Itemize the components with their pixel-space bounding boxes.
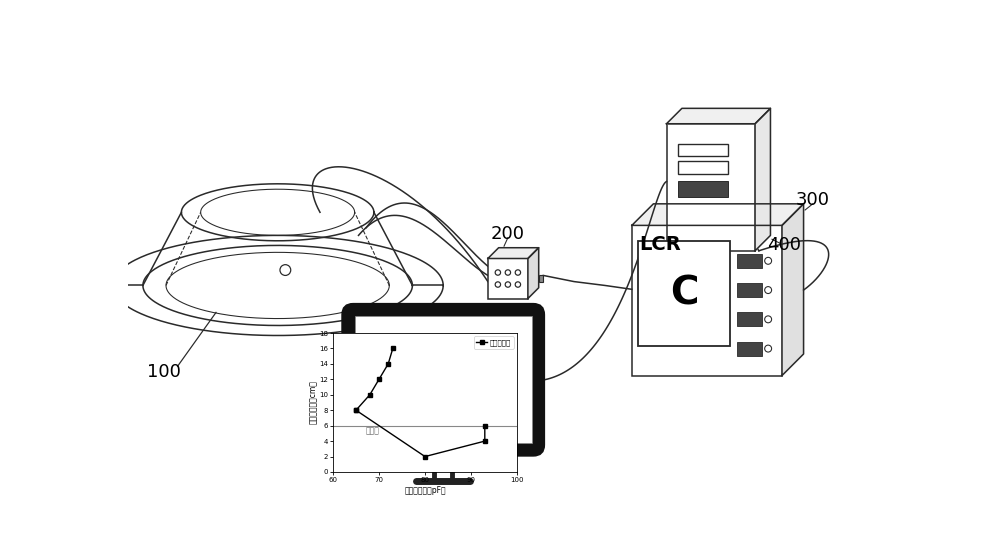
Y-axis label: 层底端距离（cm）: 层底端距离（cm）: [309, 381, 318, 425]
电容总和值: [387, 345, 399, 352]
Text: C: C: [670, 275, 698, 313]
Text: 200: 200: [491, 225, 525, 243]
Bar: [678, 144, 728, 156]
Text: 400: 400: [767, 235, 801, 254]
Polygon shape: [528, 248, 539, 299]
Bar: [638, 241, 730, 346]
Text: LCR: LCR: [640, 235, 681, 254]
Bar: [678, 182, 728, 197]
Text: 100: 100: [147, 362, 181, 381]
Legend: 电容总和值: 电容总和值: [474, 337, 514, 349]
FancyBboxPatch shape: [342, 304, 544, 455]
Bar: [539, 276, 543, 282]
Polygon shape: [782, 204, 804, 376]
电容总和值: [373, 376, 385, 383]
X-axis label: 电容总和值（pF）: 电容总和值（pF）: [404, 486, 446, 494]
Bar: [737, 342, 762, 355]
Polygon shape: [755, 108, 770, 251]
Bar: [678, 162, 728, 174]
Bar: [666, 124, 755, 251]
Polygon shape: [632, 204, 804, 226]
电容总和值: [350, 407, 362, 414]
Bar: [737, 312, 762, 326]
Text: 冰晶面: 冰晶面: [365, 426, 379, 436]
电容总和值: [364, 392, 376, 398]
Bar: [632, 226, 782, 376]
Polygon shape: [666, 108, 770, 124]
Line: 电容总和值: 电容总和值: [354, 346, 395, 412]
Text: 300: 300: [796, 191, 830, 209]
Bar: [355, 316, 532, 443]
Bar: [737, 254, 762, 268]
Bar: [737, 283, 762, 297]
Polygon shape: [488, 248, 539, 258]
电容总和值: [382, 361, 394, 367]
Bar: [488, 258, 528, 299]
